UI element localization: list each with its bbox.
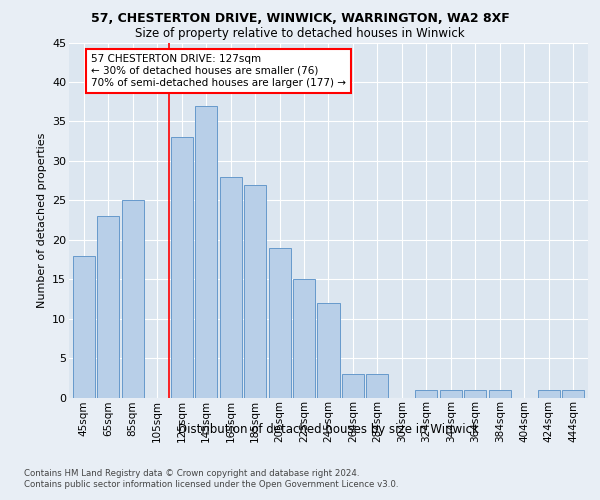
Bar — [97, 216, 119, 398]
Bar — [293, 279, 315, 398]
Bar — [220, 176, 242, 398]
Bar — [73, 256, 95, 398]
Bar — [122, 200, 143, 398]
Text: Contains public sector information licensed under the Open Government Licence v3: Contains public sector information licen… — [24, 480, 398, 489]
Bar — [269, 248, 290, 398]
Bar — [464, 390, 487, 398]
Text: Distribution of detached houses by size in Winwick: Distribution of detached houses by size … — [178, 422, 479, 436]
Bar — [317, 303, 340, 398]
Bar — [440, 390, 462, 398]
Y-axis label: Number of detached properties: Number of detached properties — [37, 132, 47, 308]
Bar — [342, 374, 364, 398]
Bar — [562, 390, 584, 398]
Bar — [244, 184, 266, 398]
Text: Contains HM Land Registry data © Crown copyright and database right 2024.: Contains HM Land Registry data © Crown c… — [24, 469, 359, 478]
Bar — [170, 137, 193, 398]
Bar — [195, 106, 217, 398]
Bar — [367, 374, 388, 398]
Text: 57 CHESTERTON DRIVE: 127sqm
← 30% of detached houses are smaller (76)
70% of sem: 57 CHESTERTON DRIVE: 127sqm ← 30% of det… — [91, 54, 346, 88]
Text: Size of property relative to detached houses in Winwick: Size of property relative to detached ho… — [135, 28, 465, 40]
Bar — [538, 390, 560, 398]
Text: 57, CHESTERTON DRIVE, WINWICK, WARRINGTON, WA2 8XF: 57, CHESTERTON DRIVE, WINWICK, WARRINGTO… — [91, 12, 509, 26]
Bar — [489, 390, 511, 398]
Bar — [415, 390, 437, 398]
